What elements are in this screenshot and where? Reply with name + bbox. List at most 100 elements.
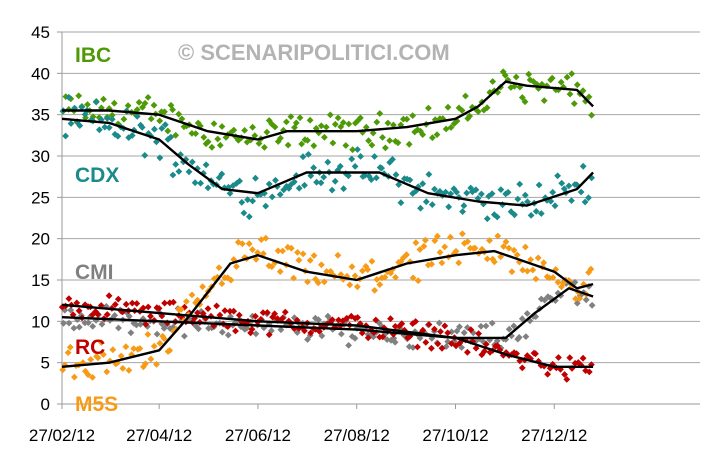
- data-point: [431, 325, 438, 333]
- data-point: [459, 230, 466, 238]
- data-point: [111, 301, 119, 308]
- data-point: [394, 139, 402, 147]
- data-point: [199, 283, 206, 291]
- data-point: [588, 111, 595, 119]
- data-point: [346, 281, 354, 289]
- data-point: [110, 99, 118, 107]
- data-point: [236, 177, 243, 185]
- data-point: [370, 333, 377, 341]
- data-point: [425, 171, 433, 178]
- data-point: [441, 243, 449, 251]
- data-point: [464, 348, 471, 356]
- data-point: [522, 333, 530, 340]
- data-point: [456, 323, 463, 331]
- data-point: [67, 306, 75, 314]
- data-point: [435, 319, 443, 327]
- y-tick-label-30: 30: [31, 147, 50, 166]
- data-point: [460, 202, 468, 210]
- data-point: [535, 181, 543, 189]
- data-point: [431, 237, 439, 245]
- data-point: [218, 280, 226, 287]
- data-point: [75, 323, 83, 331]
- data-point: [65, 295, 73, 302]
- data-point: [283, 118, 290, 126]
- data-point: [371, 287, 378, 294]
- data-point: [59, 366, 67, 374]
- data-point: [252, 312, 259, 320]
- data-point: [428, 201, 436, 208]
- data-point: [349, 146, 356, 154]
- data-point: [105, 292, 113, 300]
- data-point: [386, 137, 394, 144]
- data-point: [416, 246, 424, 253]
- data-point: [555, 354, 562, 361]
- data-point: [444, 103, 452, 111]
- data-point: [436, 249, 444, 256]
- data-point: [354, 146, 361, 153]
- data-point: [444, 329, 452, 337]
- data-point: [419, 131, 427, 138]
- data-point: [474, 108, 482, 115]
- data-point: [94, 310, 102, 318]
- data-point: [292, 119, 300, 127]
- data-point: [512, 73, 520, 81]
- data-point: [263, 128, 271, 136]
- data-point: [263, 309, 271, 316]
- data-point: [354, 283, 361, 291]
- data-point: [161, 299, 168, 307]
- data-point: [188, 158, 196, 166]
- data-point: [276, 191, 284, 198]
- data-point: [428, 260, 435, 268]
- data-point: [194, 309, 201, 317]
- data-point: [420, 242, 428, 250]
- data-point: [504, 188, 512, 196]
- data-point: [438, 259, 446, 267]
- data-point: [447, 124, 455, 131]
- data-point: [218, 123, 226, 130]
- data-point: [156, 117, 164, 125]
- data-point: [419, 326, 427, 334]
- data-point: [472, 186, 480, 194]
- data-point: [568, 197, 575, 204]
- data-point: [307, 329, 315, 337]
- data-point: [92, 98, 100, 106]
- data-point: [387, 315, 394, 323]
- data-point: [368, 257, 376, 265]
- data-point: [130, 345, 138, 352]
- data-point: [357, 114, 364, 122]
- data-point: [381, 273, 389, 281]
- data-point: [494, 232, 502, 240]
- data-point: [142, 320, 150, 328]
- data-point: [320, 278, 328, 286]
- data-point: [529, 266, 537, 274]
- data-point: [549, 188, 557, 196]
- data-point: [265, 180, 273, 188]
- data-point: [475, 330, 482, 337]
- data-point: [114, 132, 122, 140]
- data-point: [459, 208, 466, 215]
- data-point: [306, 257, 314, 264]
- data-point: [482, 322, 490, 330]
- data-point: [67, 120, 75, 127]
- data-point: [271, 123, 279, 131]
- data-point: [409, 112, 417, 119]
- data-point: [455, 259, 463, 267]
- data-point: [188, 291, 196, 299]
- data-point: [114, 295, 122, 303]
- data-point: [523, 310, 531, 317]
- data-point: [295, 184, 303, 192]
- data-point: [210, 120, 218, 127]
- data-point: [230, 307, 238, 315]
- data-point: [109, 346, 117, 354]
- data-point: [144, 94, 152, 101]
- data-point: [75, 92, 83, 100]
- data-point: [345, 342, 352, 349]
- data-point: [340, 185, 347, 193]
- data-point: [532, 275, 540, 283]
- data-point: [138, 124, 146, 131]
- data-point: [191, 179, 199, 187]
- data-point: [221, 307, 229, 314]
- data-point: [254, 249, 261, 256]
- data-point: [491, 258, 498, 266]
